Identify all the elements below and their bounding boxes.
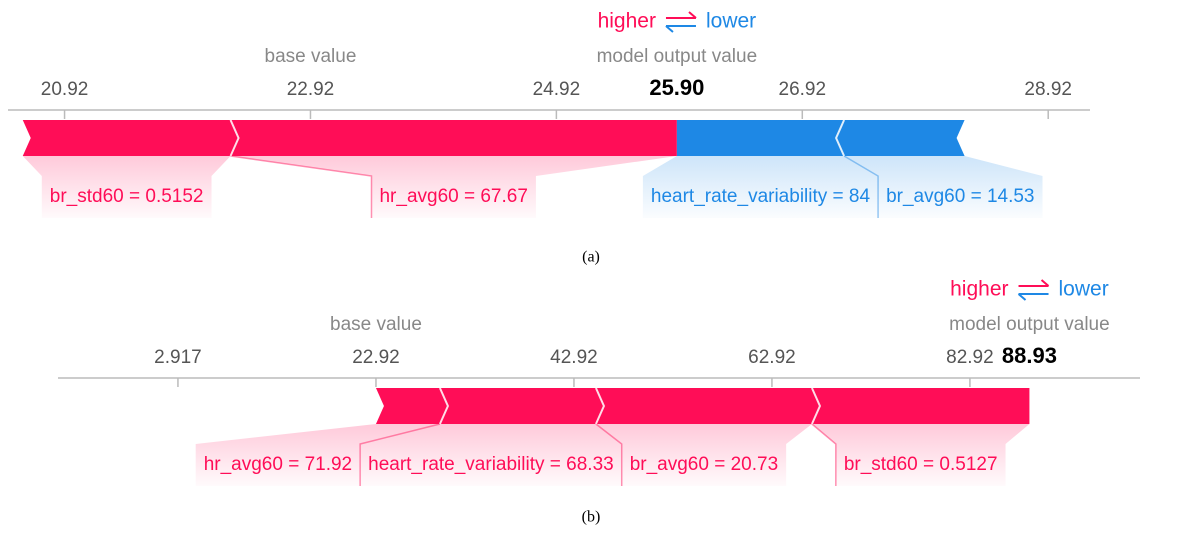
x-tick-label: 22.92 (352, 347, 400, 368)
label-connector (811, 423, 837, 486)
feature-label: br_avg60 = 20.73 (630, 454, 778, 475)
legend-lower: lower (706, 10, 756, 33)
force-segment (22, 120, 239, 156)
x-tick-label: 28.92 (1024, 79, 1072, 100)
legend-arrow-lower (665, 25, 696, 33)
legend: higher lower (950, 278, 1109, 301)
segment-separator (595, 387, 606, 425)
force-segment (811, 388, 1030, 424)
label-connector (230, 155, 373, 218)
label-shade (360, 424, 622, 486)
legend-arrow-higher (1018, 279, 1050, 287)
output-title: model output value (597, 46, 758, 67)
caption: (a) (582, 249, 600, 266)
x-tick-label: 22.92 (287, 79, 335, 100)
force-segment (230, 120, 677, 156)
feature-label: br_std60 = 0.5127 (844, 454, 998, 475)
label-shade (811, 424, 1030, 486)
feature-label: hr_avg60 = 67.67 (379, 186, 527, 207)
output-value: 88.93 (1002, 343, 1057, 368)
label-shade (195, 424, 440, 486)
legend-arrow-lower (1017, 293, 1049, 301)
bars (22, 119, 965, 157)
base-value-label: base value (265, 46, 357, 67)
feature-label: hr_avg60 = 71.92 (204, 454, 352, 475)
feature-label: br_avg60 = 14.53 (886, 186, 1034, 207)
label-shade (595, 424, 812, 486)
x-tick-label: 20.92 (41, 79, 89, 100)
label-shade (642, 156, 879, 218)
label-shade (844, 156, 1043, 218)
x-tick-label: 24.92 (533, 79, 581, 100)
label-shade (22, 156, 231, 218)
segment-separator (811, 387, 822, 425)
bars (375, 387, 1030, 425)
feature-label: br_std60 = 0.5152 (50, 186, 204, 207)
x-tick-label: 42.92 (550, 347, 598, 368)
x-tick-label: 2.917 (154, 347, 202, 368)
legend-lower: lower (1059, 278, 1109, 301)
force-segment (595, 388, 820, 424)
label-shading (195, 423, 1030, 486)
caption: (b) (582, 509, 601, 526)
label-shade (230, 156, 677, 218)
force-segment (439, 388, 604, 424)
output-title: model output value (949, 314, 1110, 335)
x-tick-label: 26.92 (779, 79, 827, 100)
force-plot: 2.917 22.92 42.92 62.92 82.92 base value model… (58, 278, 1140, 526)
legend-higher: higher (598, 10, 656, 33)
segment-separator (229, 119, 240, 157)
force-segment (836, 120, 965, 156)
segment-separator (439, 387, 450, 425)
force-segment (676, 120, 845, 156)
legend-higher: higher (950, 278, 1008, 301)
feature-label: heart_rate_variability = 84 (651, 186, 871, 207)
x-tick-label: 62.92 (748, 347, 796, 368)
force-segment (375, 388, 448, 424)
base-value-label: base value (330, 314, 422, 335)
output-value: 25.90 (649, 75, 704, 100)
legend-arrow-higher (665, 11, 697, 19)
legend: higher lower (598, 10, 756, 33)
label-connector (359, 423, 441, 486)
force-plot: 20.92 22.92 24.92 26.92 28.92 base value model… (8, 10, 1090, 266)
label-shading (22, 155, 1043, 218)
x-tick-label: 82.92 (946, 347, 994, 368)
feature-label: heart_rate_variability = 68.33 (368, 454, 614, 475)
segment-separator (834, 119, 846, 157)
label-connector (595, 423, 623, 486)
